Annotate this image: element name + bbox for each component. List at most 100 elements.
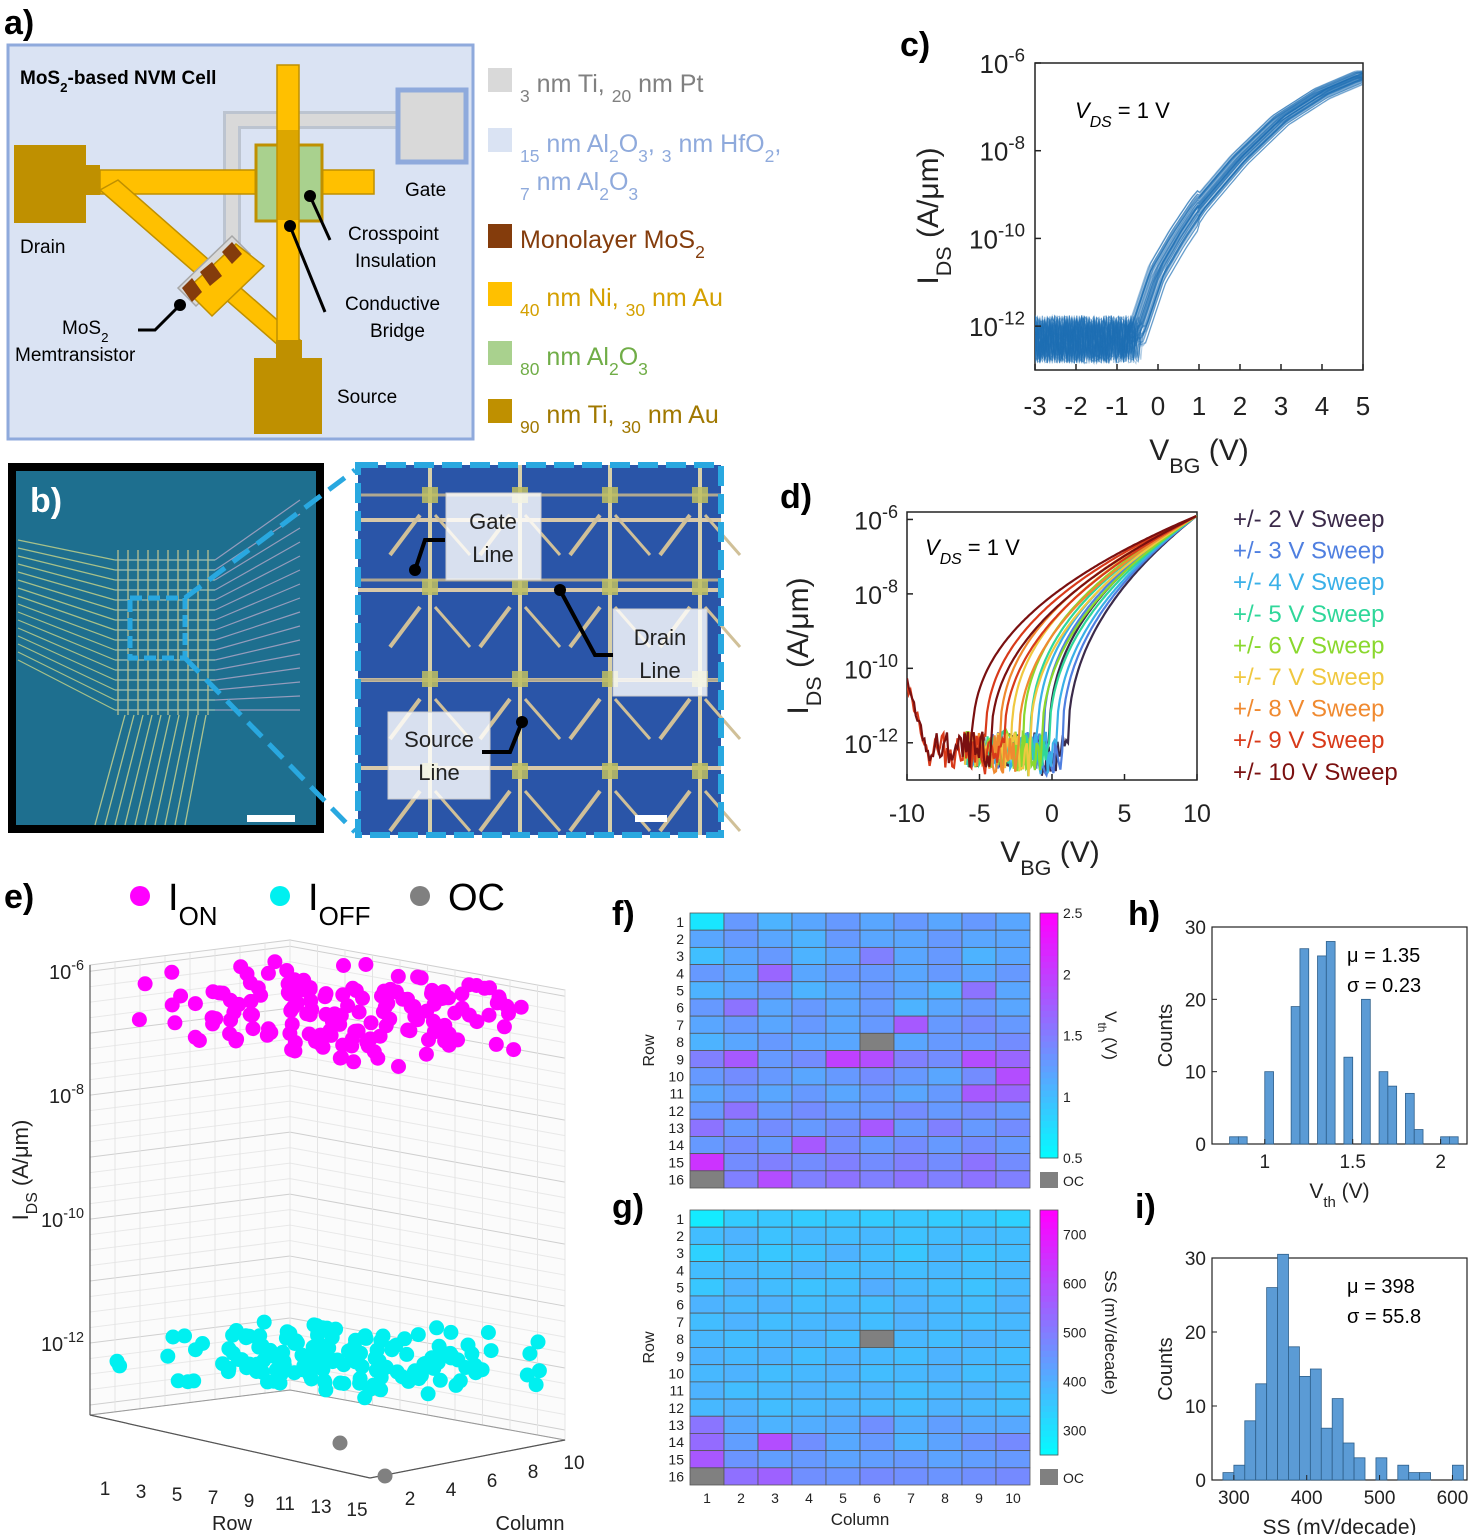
heatmap-cell [927, 1118, 963, 1137]
heatmap-cell [689, 929, 725, 948]
ion-point [227, 999, 243, 1015]
transfer-curve [1035, 72, 1363, 362]
y-tick-label: 10-10 [844, 651, 898, 684]
plot-c-xlabel: VBG (V) [1149, 434, 1249, 478]
transfer-curve [1035, 72, 1363, 362]
y-tick-label: 10 [1185, 1063, 1206, 1084]
heatmap-cell [859, 1067, 895, 1086]
oc-label: OC [1063, 1470, 1084, 1486]
transfer-curve [1035, 75, 1363, 362]
transfer-curve [1035, 78, 1363, 363]
ion-point [284, 1016, 300, 1032]
ion-point [333, 1008, 349, 1023]
svg-text:Drain: Drain [634, 625, 687, 650]
hist-xlabel: Vth (V) [1309, 1180, 1369, 1211]
legend-entry: IOFF [308, 877, 371, 931]
heatmap-cell [689, 1226, 725, 1245]
transfer-curve [1035, 72, 1363, 365]
heatmap-cell [791, 1347, 827, 1366]
heatmap-cell [893, 1433, 929, 1452]
drain-line [99, 169, 375, 195]
ioff-point [188, 1342, 203, 1358]
x-tick-label: 4 [1315, 391, 1329, 421]
row-tick-label: 5 [676, 1280, 684, 1296]
transfer-curve [1035, 79, 1363, 364]
ion-point [167, 1015, 183, 1031]
transfer-curve [1035, 74, 1363, 360]
legend-label: 3 nm Ti, 20 nm Pt [520, 70, 703, 106]
panel-d: d) -10 -5 0 5 10 10-6 10-8 10-10 10-12 VDS = 1 V… [780, 478, 1398, 880]
hist-bar [1229, 1136, 1239, 1145]
heatmap-cell [791, 1398, 827, 1417]
heatmap-cell [995, 1015, 1031, 1034]
row-tick-label: 7 [208, 1488, 219, 1509]
transfer-curve [1035, 72, 1363, 361]
heatmap-cell [927, 1398, 963, 1417]
x-tick-label: 10 [1183, 800, 1211, 828]
hist-bar [1419, 1472, 1431, 1481]
ioff-point [530, 1334, 546, 1350]
heatmap-cell [961, 1398, 997, 1417]
heatmap-cell [757, 1261, 793, 1280]
transfer-curve [1035, 76, 1363, 363]
histogram-ss: 300 400 500 600 0 10 20 30 μ = 398 σ = 55.8 Counts… [1155, 1249, 1468, 1535]
heatmap-cell [791, 981, 827, 1000]
ion-point [229, 1031, 245, 1047]
transfer-curve [1035, 75, 1363, 364]
row-tick-label: 16 [668, 1469, 684, 1485]
transfer-curve [1035, 76, 1363, 362]
heatmap-cell [893, 1312, 929, 1331]
heatmap-cell [723, 1312, 759, 1331]
heatmap-cell [689, 1136, 725, 1155]
heatmap-cell [995, 1084, 1031, 1103]
transfer-curve [1035, 75, 1363, 364]
panel-b: b) Gate Line Drain Line Source Line [8, 462, 742, 838]
gate-pad [395, 87, 469, 165]
heatmap-cell [859, 1381, 895, 1400]
sweep-curve [907, 515, 1197, 768]
heatmap-cell [791, 1243, 827, 1262]
legend-marker [410, 886, 430, 906]
legend-entry: OC [448, 877, 505, 919]
heatmap-cell [791, 1067, 827, 1086]
y-tick-label: 10-12 [844, 726, 898, 759]
source-pad [254, 358, 322, 434]
legend-entry: +/- 5 V Sweep [1233, 601, 1384, 628]
heatmap-cell [995, 1209, 1031, 1228]
column-tick-label: 2 [737, 1490, 745, 1506]
ion-point [335, 987, 351, 1003]
heatmap-cell [689, 1170, 725, 1189]
heatmap-cell [995, 1243, 1031, 1262]
heatmap-cell [927, 1415, 963, 1434]
transfer-curve [1035, 82, 1363, 364]
heatmap-cell [757, 1415, 793, 1434]
y-tick-label: 0 [1195, 1471, 1206, 1492]
heatmap-cell [757, 1364, 793, 1383]
ion-point [469, 978, 484, 993]
ioff-point [336, 1357, 352, 1373]
ion-point [280, 976, 296, 992]
transfer-curve [1035, 75, 1363, 365]
y-tick-label: 10-12 [969, 307, 1025, 342]
heatmap-cell [893, 964, 929, 983]
ion-point [513, 999, 529, 1015]
heatmap-cell [825, 1450, 861, 1469]
heatmap-cell [723, 1067, 759, 1086]
heatmap-cell [893, 1170, 929, 1189]
heatmap-cell [825, 1433, 861, 1452]
material-legend: 3 nm Ti, 20 nm Pt 15 nm Al2O3, 3 nm HfO2,… [488, 68, 781, 437]
x-tick-label: 1 [1192, 391, 1206, 421]
ion-point [303, 993, 319, 1009]
row-tick-label: 4 [676, 1262, 684, 1278]
heatmap-cell [825, 1118, 861, 1137]
hist-bar [1317, 955, 1327, 1145]
hist-bar [1405, 1092, 1415, 1145]
heatmap-cell [723, 929, 759, 948]
heatmap-xlabel: Column [831, 1510, 890, 1529]
heatmap-cell [757, 1243, 793, 1262]
heatmap-cell [689, 1032, 725, 1051]
crosspoint-label-1: Crosspoint [348, 224, 440, 245]
row-tick-label: 10 [668, 1068, 684, 1084]
panel-f-label: f) [612, 895, 635, 933]
